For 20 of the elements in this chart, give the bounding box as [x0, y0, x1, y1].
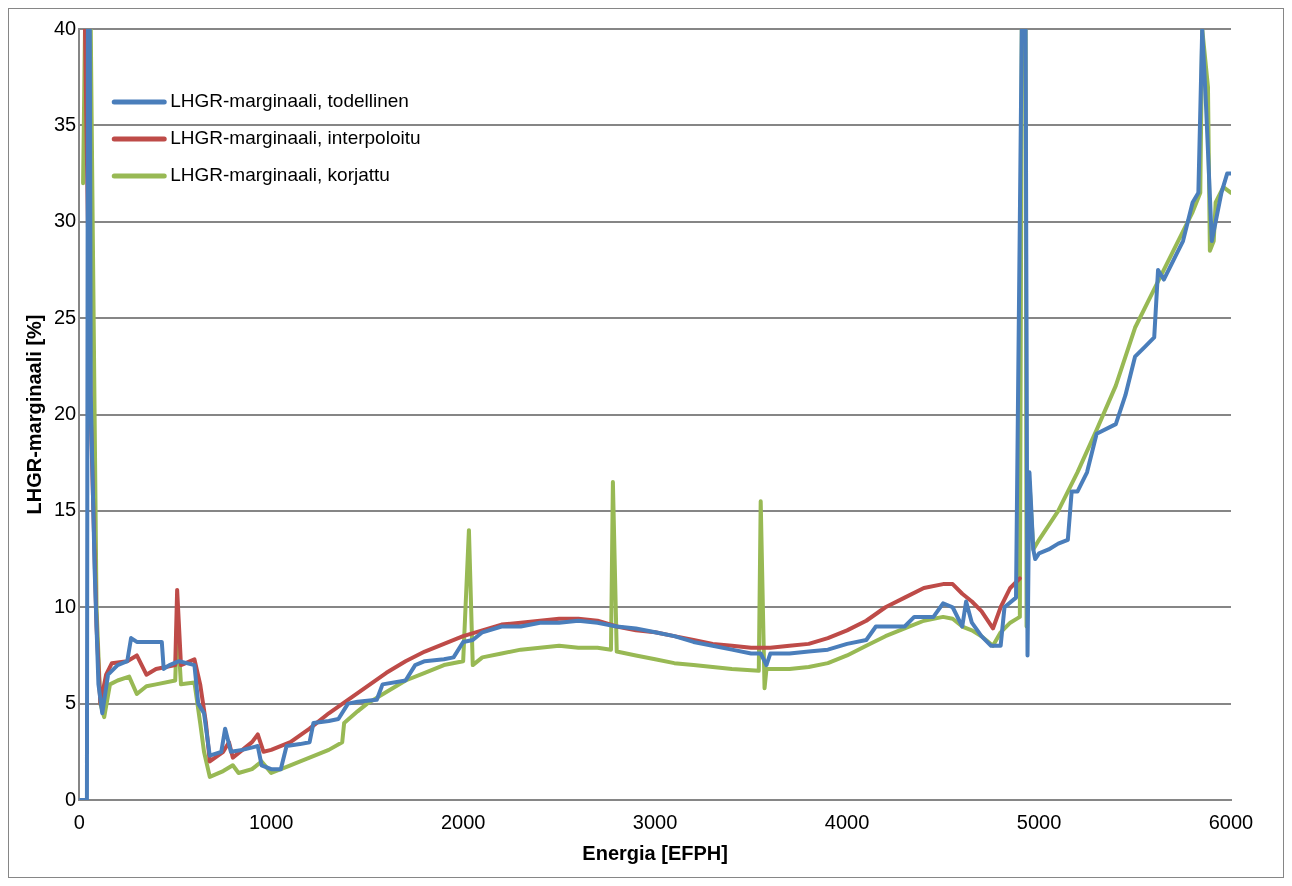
- y-tick-label: 5: [65, 691, 77, 714]
- y-tick-label: 15: [54, 498, 77, 521]
- x-tick-label: 2000: [440, 810, 486, 833]
- x-tick-label: 3000: [632, 810, 678, 833]
- legend-label: LHGR-marginaali, todellinen: [170, 90, 409, 112]
- x-tick-label: 4000: [824, 810, 870, 833]
- y-tick-label: 20: [54, 402, 77, 425]
- y-tick-label: 10: [54, 594, 77, 617]
- y-tick-label: 25: [54, 305, 77, 328]
- y-tick-label: 30: [54, 209, 77, 232]
- legend-label: LHGR-marginaali, interpoloitu: [170, 127, 421, 149]
- y-tick-label: 40: [54, 16, 77, 39]
- x-tick-label: 1000: [248, 810, 294, 833]
- y-axis-title: LHGR-marginaali [%]: [22, 314, 45, 515]
- x-axis-title: Energia [EFPH]: [582, 841, 728, 864]
- x-tick-label: 6000: [1208, 810, 1254, 833]
- y-tick-label: 0: [65, 787, 77, 810]
- y-tick-label: 35: [54, 112, 77, 135]
- legend-label: LHGR-marginaali, korjattu: [170, 164, 390, 186]
- x-tick-label: 5000: [1016, 810, 1062, 833]
